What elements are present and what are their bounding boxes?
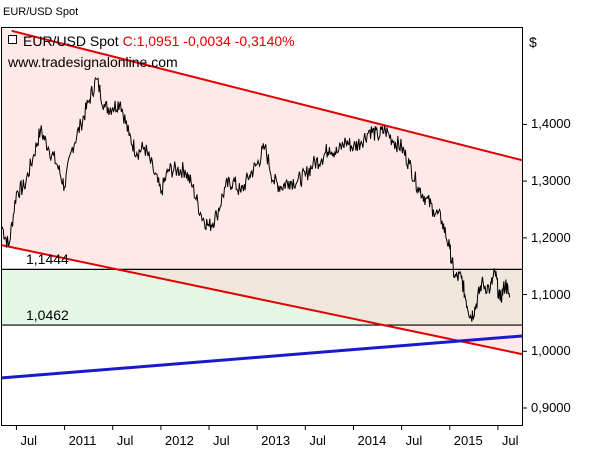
level-label-1: 1,0462 bbox=[26, 307, 69, 324]
x-tick-label-4: Jul bbox=[213, 433, 230, 448]
x-tick-label-7: 2014 bbox=[357, 433, 387, 448]
legend-name: EUR/USD Spot bbox=[23, 33, 119, 49]
zone-fills bbox=[2, 28, 522, 355]
x-tick-label-6: Jul bbox=[309, 433, 326, 448]
legend-marker bbox=[8, 35, 17, 44]
price-line bbox=[2, 76, 510, 322]
x-tick-label-5: 2013 bbox=[261, 433, 291, 448]
trend-lines bbox=[2, 29, 522, 380]
channel-upper-line bbox=[11, 29, 522, 162]
y-tick-label-0: 1,4000 bbox=[531, 116, 571, 132]
x-tick-label-9: 2015 bbox=[453, 433, 483, 448]
y-tick-label-3: 1,1000 bbox=[531, 286, 571, 302]
horizontal-levels bbox=[2, 268, 522, 326]
watermark-url: www.tradesignalonline.com bbox=[8, 54, 178, 70]
green-fill bbox=[2, 269, 522, 326]
x-tick-label-0: Jul bbox=[20, 433, 38, 448]
legend-quote: C:1,0951 -0,0034 -0,3140% bbox=[122, 33, 295, 49]
chart-legend: EUR/USD Spot C:1,0951 -0,0034 -0,3140% bbox=[8, 33, 295, 49]
y-axis-ticks bbox=[522, 123, 527, 409]
chart-frame bbox=[1, 27, 523, 426]
y-tick-label-5: 0,9000 bbox=[531, 399, 571, 415]
channel-lower-line bbox=[2, 244, 522, 356]
range-fill bbox=[2, 269, 522, 326]
x-tick-label-1: 2011 bbox=[68, 433, 97, 448]
y-tick-label-2: 1,2000 bbox=[531, 229, 571, 245]
support-line bbox=[2, 334, 522, 380]
window-title: EUR/USD Spot bbox=[3, 6, 79, 18]
x-tick-label-10: Jul bbox=[501, 433, 519, 448]
y-axis-unit: $ bbox=[529, 34, 537, 50]
x-tick-label-8: Jul bbox=[405, 433, 423, 448]
price-series bbox=[2, 76, 510, 322]
x-tick-label-2: Jul bbox=[116, 433, 134, 448]
y-tick-label-4: 1,0000 bbox=[531, 343, 571, 359]
x-tick-label-3: 2012 bbox=[164, 433, 194, 448]
level-label-0: 1,1444 bbox=[26, 251, 69, 268]
x-axis-ticks bbox=[15, 425, 499, 430]
y-tick-label-1: 1,3000 bbox=[531, 173, 571, 189]
